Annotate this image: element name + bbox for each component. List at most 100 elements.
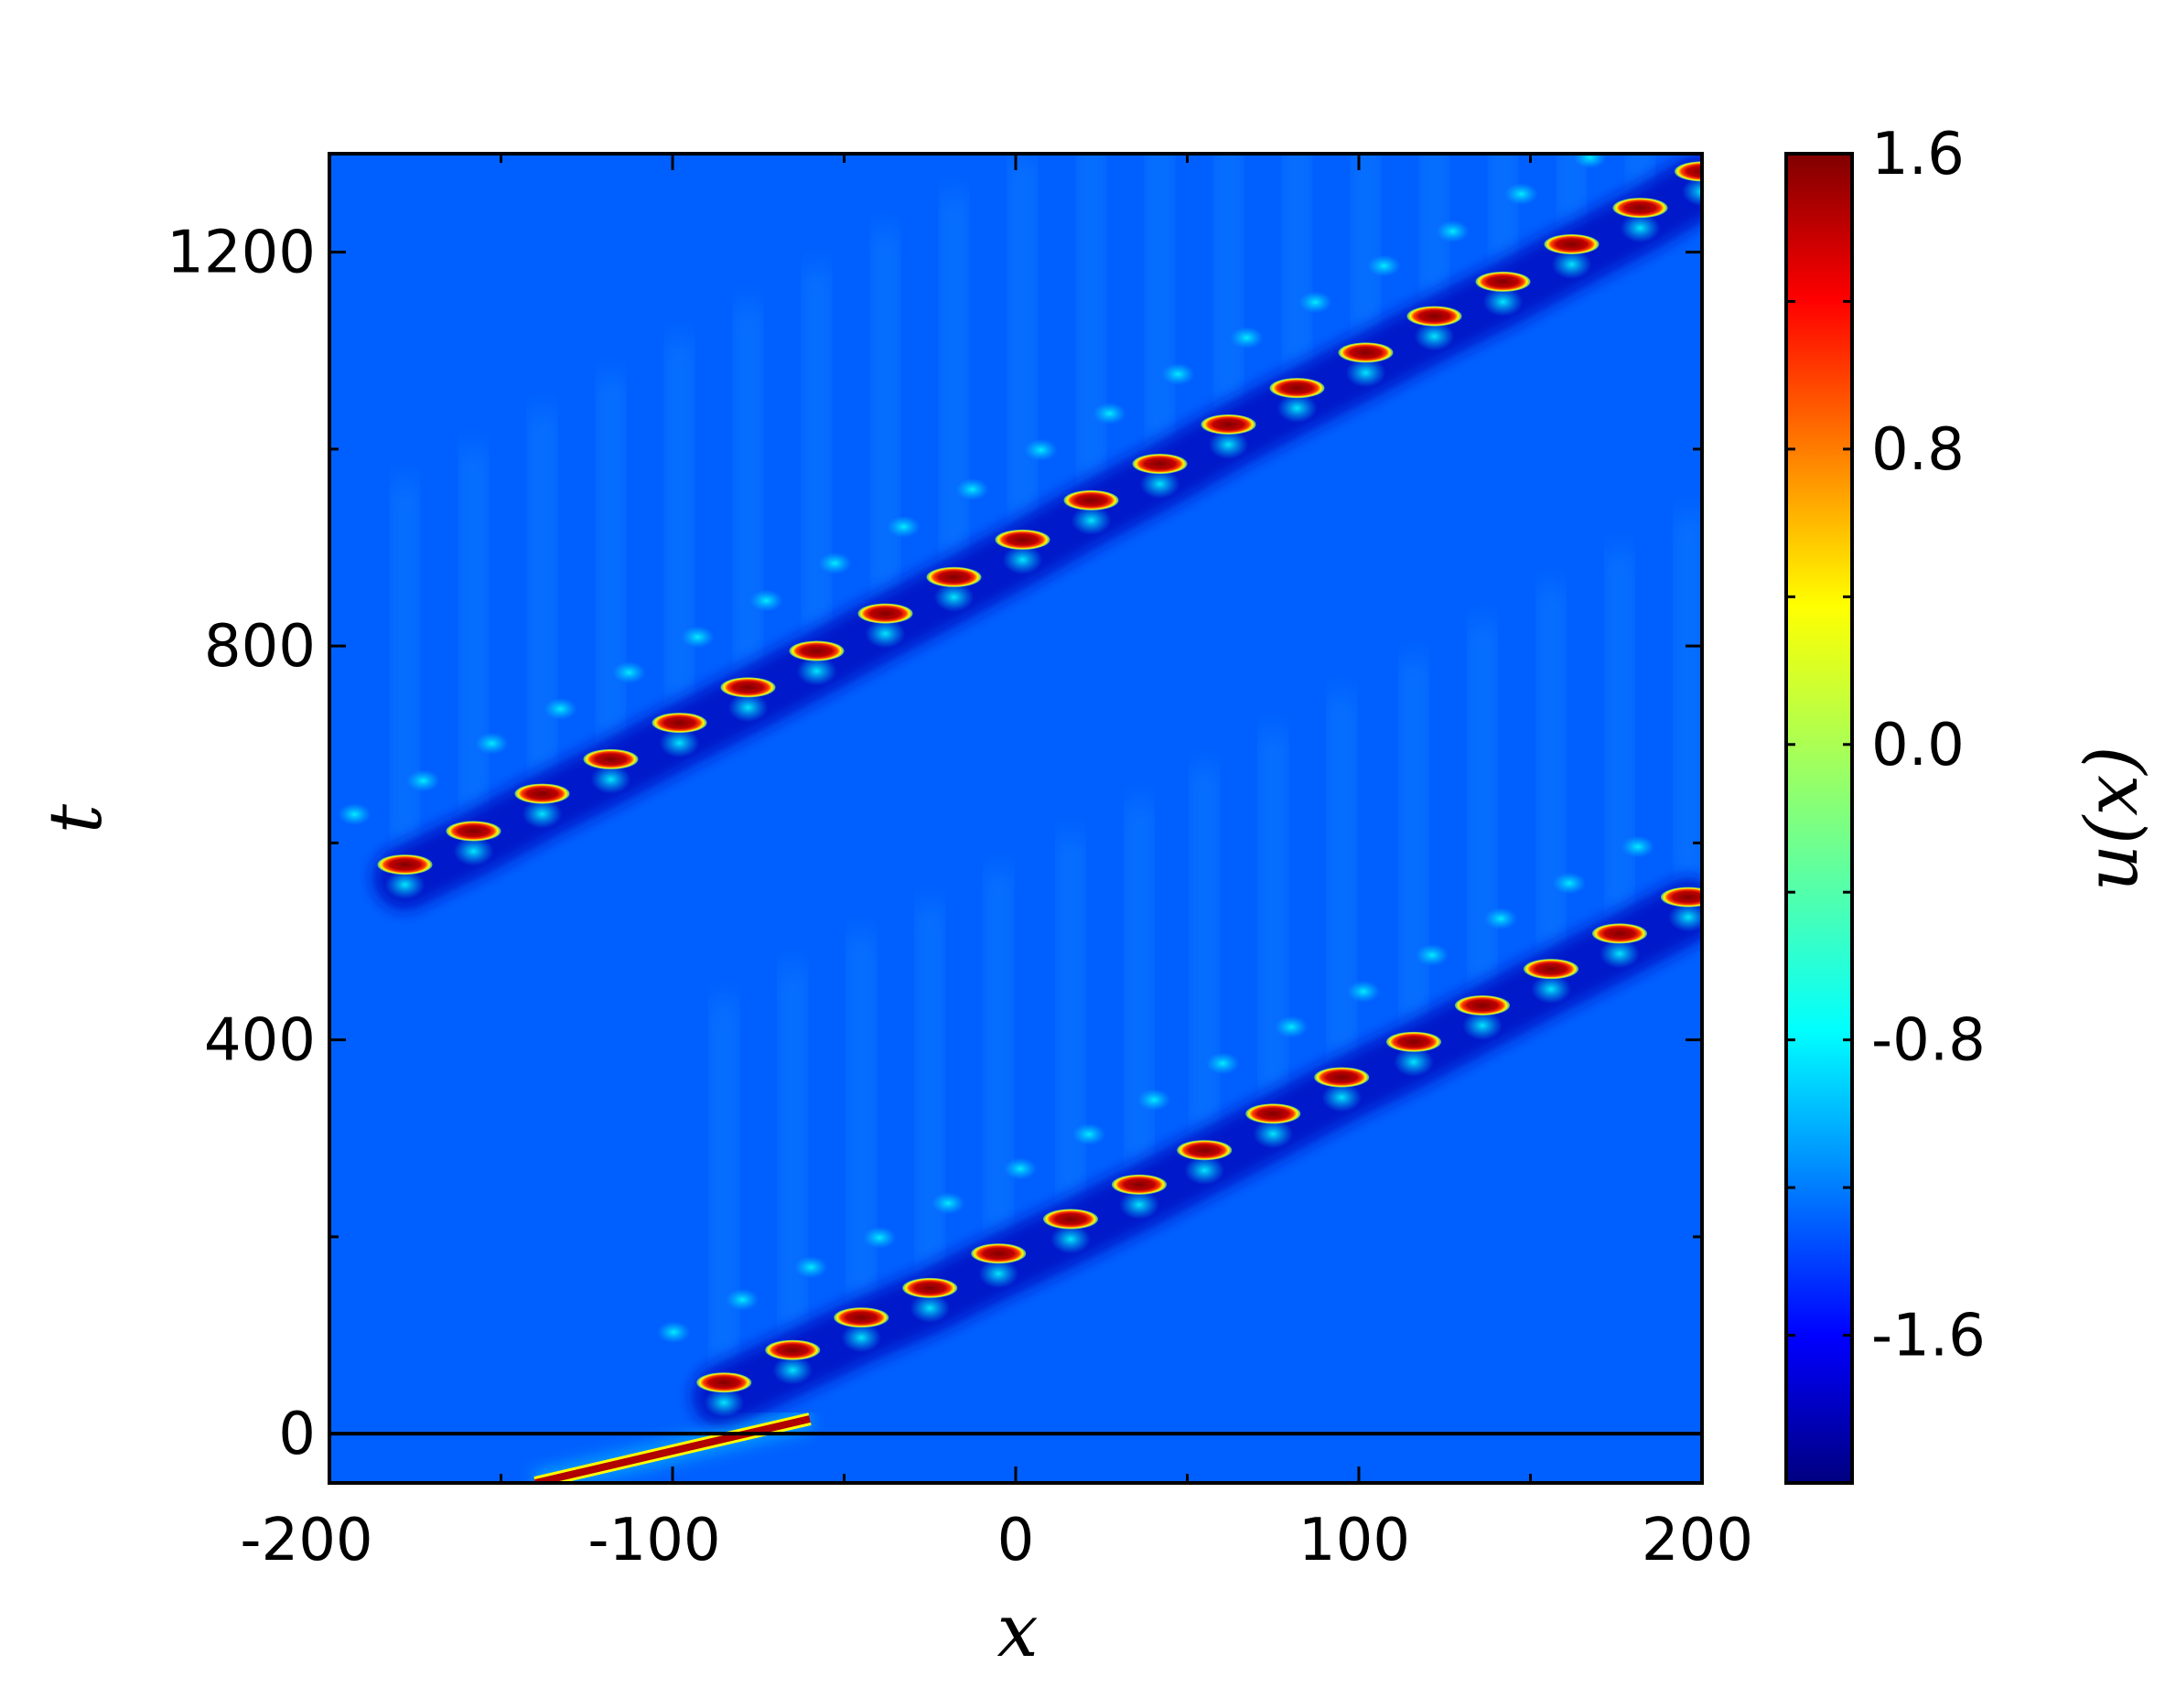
peak — [1544, 234, 1600, 255]
halo — [772, 1355, 813, 1385]
colorbar-gradient — [1786, 154, 1852, 1483]
halo — [749, 589, 783, 612]
halo — [1321, 1082, 1363, 1112]
trail — [1009, 155, 1036, 521]
trail — [1421, 154, 1448, 298]
peak — [1314, 1067, 1370, 1088]
peak — [1269, 378, 1325, 399]
peak — [1612, 198, 1668, 219]
halo — [544, 697, 577, 720]
trail — [460, 446, 487, 813]
halo — [1253, 1119, 1294, 1149]
halo — [887, 515, 921, 538]
peak — [1338, 342, 1394, 363]
x-tick-label: -100 — [587, 1507, 720, 1574]
halo — [1050, 1224, 1091, 1254]
trail — [1689, 0, 1715, 153]
trail — [1260, 729, 1287, 1096]
halo — [1367, 254, 1401, 277]
peak — [1112, 1174, 1167, 1195]
halo — [1621, 835, 1654, 858]
peak — [377, 854, 433, 875]
halo — [659, 728, 700, 758]
halo — [475, 732, 509, 755]
initial-streak — [534, 1415, 811, 1483]
trail — [666, 338, 693, 705]
peak — [926, 566, 982, 587]
y-tick-label: 400 — [204, 1007, 316, 1075]
halo — [1668, 902, 1702, 932]
colorbar-tick-label: -0.8 — [1871, 1007, 1986, 1075]
halo — [1347, 980, 1380, 1003]
peak — [1661, 886, 1702, 908]
peak — [514, 783, 570, 804]
trail — [1147, 154, 1173, 446]
halo — [1184, 1155, 1225, 1186]
halo — [1119, 1189, 1159, 1219]
halo — [1551, 250, 1592, 280]
halo — [1137, 1089, 1171, 1112]
halo — [384, 870, 426, 900]
trail — [392, 480, 418, 847]
colorbar-tick-label: 0.8 — [1871, 416, 1965, 484]
trail — [529, 409, 555, 776]
peak — [1063, 489, 1119, 510]
trail — [1284, 154, 1310, 371]
y-tick-label: 0 — [278, 1401, 316, 1468]
halo — [978, 1259, 1019, 1289]
halo — [590, 764, 631, 794]
peak — [1043, 1208, 1098, 1230]
x-tick-labels: -200 -100 0 100 200 — [240, 1507, 1753, 1574]
halo — [1208, 429, 1249, 459]
trail — [803, 266, 830, 633]
halo — [1573, 154, 1607, 169]
halo — [681, 626, 715, 649]
trail — [1538, 585, 1564, 951]
trail — [1126, 800, 1152, 1166]
halo — [955, 478, 989, 500]
plot-area — [328, 0, 1715, 1485]
colorbar-tick-label: 0.0 — [1871, 712, 1965, 779]
trail — [1215, 154, 1242, 406]
halo — [865, 618, 906, 649]
halo — [612, 661, 646, 684]
peak — [765, 1339, 821, 1360]
halo — [406, 769, 440, 792]
x-tick-label: 200 — [1642, 1507, 1753, 1574]
halo — [1071, 505, 1112, 535]
trail — [1191, 766, 1218, 1133]
halo — [1531, 974, 1571, 1004]
peak — [1475, 271, 1531, 292]
halo — [657, 1321, 691, 1344]
halo — [932, 1192, 965, 1215]
trail — [598, 374, 624, 741]
trail — [735, 303, 761, 670]
x-tick-label: 100 — [1298, 1507, 1410, 1574]
trail — [917, 903, 943, 1270]
colorbar-tick-label: 1.6 — [1871, 121, 1965, 188]
trail — [1078, 154, 1104, 482]
peak — [902, 1277, 958, 1298]
peak — [1675, 161, 1702, 182]
halo — [727, 693, 769, 723]
halo — [794, 1256, 828, 1279]
halo — [1635, 110, 1668, 132]
peak — [652, 713, 707, 734]
halo — [1414, 321, 1455, 351]
y-tick-labels: 0 400 800 1200 — [167, 220, 316, 1469]
x-tick-label: 0 — [997, 1507, 1035, 1574]
trail — [1329, 693, 1355, 1059]
halo — [1093, 403, 1126, 425]
halo — [818, 552, 852, 575]
peak — [857, 603, 913, 624]
halo — [1600, 939, 1640, 969]
halo — [1277, 393, 1318, 424]
colorbar-frame — [1784, 152, 1854, 1485]
colorbar-label: u(x) — [2069, 746, 2154, 891]
peak — [696, 1372, 752, 1393]
halo — [1002, 544, 1043, 575]
halo — [1436, 220, 1470, 242]
peak — [1386, 1031, 1441, 1052]
trail — [941, 192, 967, 559]
halo — [1416, 943, 1449, 966]
